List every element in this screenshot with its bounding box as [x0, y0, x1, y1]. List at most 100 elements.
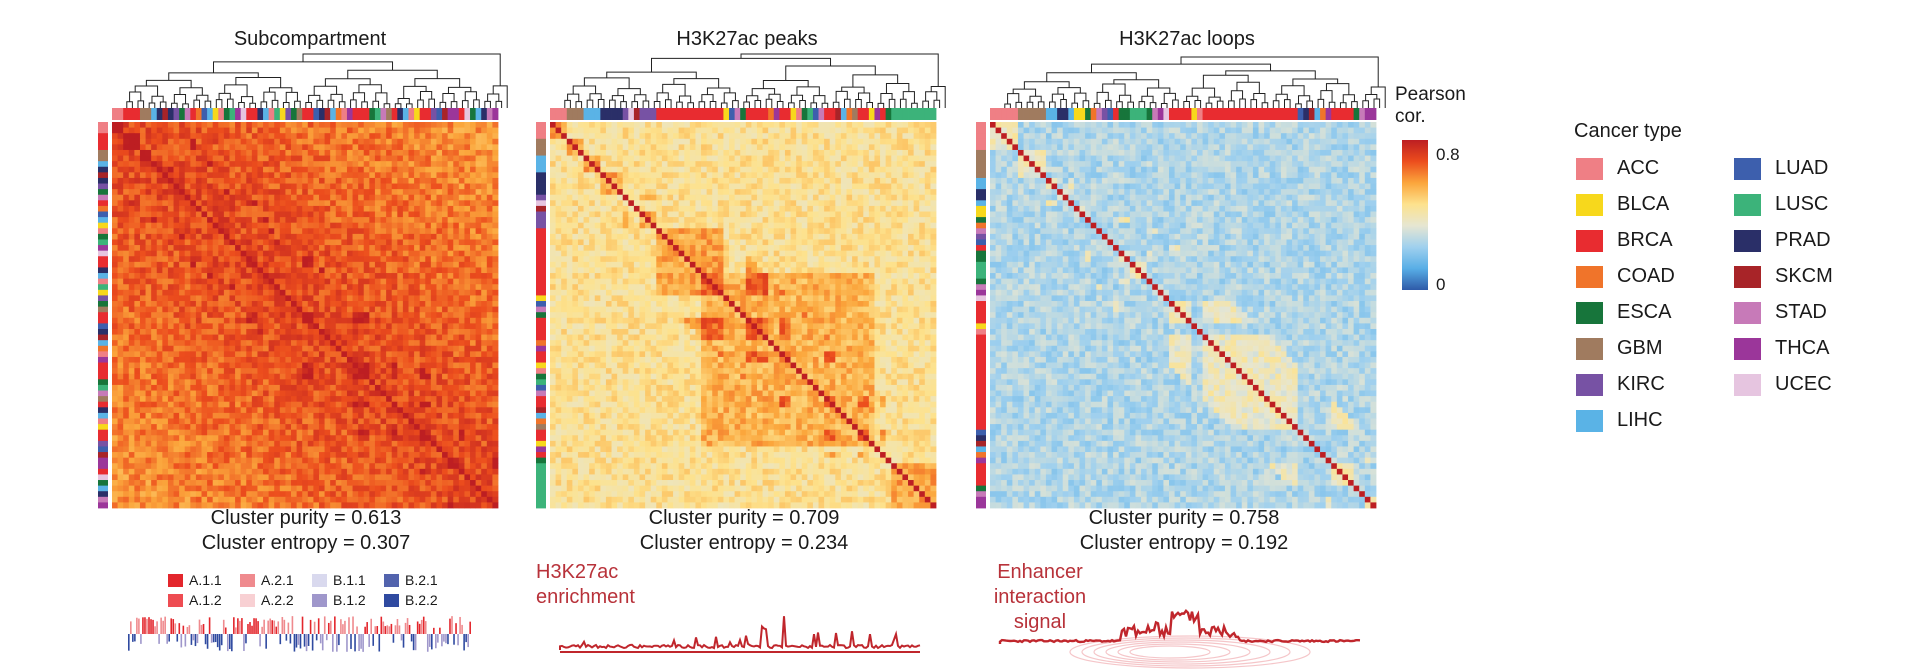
column-annotation-brca — [829, 108, 836, 120]
legend-swatch — [1576, 337, 1603, 360]
row-annotation-lihc — [98, 340, 108, 347]
column-annotation-lihc — [475, 108, 482, 120]
legend-swatch — [1734, 265, 1761, 288]
legend-item-stad: STAD — [1734, 301, 1827, 324]
row-annotation-acc — [536, 122, 546, 128]
row-annotation-gbm — [536, 149, 546, 156]
legend-item-esca: ESCA — [1576, 301, 1671, 324]
row-annotation-brca — [98, 401, 108, 408]
row-annotation-blca — [98, 424, 108, 431]
heatmap-cells — [112, 122, 499, 509]
row-annotation-gbm — [536, 144, 546, 151]
row-annotation-brca — [976, 351, 986, 358]
row-annotation-prad — [976, 189, 986, 196]
column-annotation-esca — [1146, 108, 1153, 120]
row-annotation-lusc — [98, 384, 108, 391]
row-annotation-skcm — [536, 407, 546, 414]
column-annotation-gbm — [145, 108, 152, 120]
heatmap-subcompartment — [98, 108, 499, 509]
subcompartment-label: A.1.1 — [189, 572, 222, 588]
row-annotation-lihc — [976, 446, 986, 453]
row-annotation-blca — [976, 323, 986, 330]
column-annotation-brca — [1174, 108, 1181, 120]
subcompartment-swatch — [312, 573, 327, 587]
column-annotation-thca — [1364, 108, 1371, 120]
row-annotation-luad — [98, 211, 108, 218]
column-annotation-skcm — [324, 108, 331, 120]
row-annotation-lihc — [98, 485, 108, 492]
row-annotation-lusc — [536, 463, 546, 470]
column-annotation-skcm — [442, 108, 449, 120]
row-annotation-prad — [98, 491, 108, 498]
row-annotation-brca — [536, 261, 546, 268]
column-annotation-prad — [397, 108, 404, 120]
row-annotation-thca — [976, 289, 986, 296]
column-annotation-brca — [1202, 108, 1209, 120]
column-annotation-prad — [617, 108, 624, 120]
row-annotation-lihc — [976, 200, 986, 207]
row-annotation-ucec — [98, 250, 108, 257]
row-annotation-brca — [976, 334, 986, 341]
column-annotation-brca — [1236, 108, 1243, 120]
column-annotation-prad — [611, 108, 618, 120]
cluster-entropy: Cluster entropy = 0.192 — [1079, 532, 1289, 554]
panel-title-h3k27ac-loops: H3K27ac loops — [1119, 28, 1255, 50]
column-annotation-brca — [863, 108, 870, 120]
row-annotation-brca — [976, 480, 986, 487]
row-annotation-brca — [98, 368, 108, 375]
row-annotation-esca — [536, 457, 546, 464]
row-annotation-brca — [976, 356, 986, 363]
subcompartment-swatch — [384, 573, 399, 587]
trace-label-h3k27ac-enrichment: H3K27ac enrichment — [536, 561, 635, 608]
column-annotation-brca — [1264, 108, 1271, 120]
row-annotation-luad — [98, 446, 108, 453]
row-annotation-prad — [98, 166, 108, 173]
row-annotation-acc — [536, 133, 546, 140]
row-annotation-lusc — [98, 284, 108, 291]
row-annotation-acc — [98, 127, 108, 134]
row-annotation-luad — [98, 323, 108, 330]
column-annotation-brca — [134, 108, 141, 120]
column-annotation-brca — [1230, 108, 1237, 120]
column-annotation-kirc — [430, 108, 437, 120]
subcompartment-label: A.1.2 — [189, 592, 222, 608]
column-annotation-lihc — [263, 108, 270, 120]
row-annotation-acc — [536, 368, 546, 375]
column-annotation-lusc — [919, 108, 926, 120]
row-annotation-gbm — [976, 155, 986, 162]
column-annotation-acc — [1006, 108, 1013, 120]
legend-swatch — [1576, 193, 1603, 216]
column-annotation-luad — [1107, 108, 1114, 120]
column-annotation-blca — [1079, 108, 1086, 120]
row-annotation-lihc — [536, 161, 546, 168]
row-annotation-brca — [976, 340, 986, 347]
row-annotation-brca — [536, 289, 546, 296]
subcompartment-swatch — [312, 593, 327, 607]
row-annotation-blca — [536, 295, 546, 302]
column-annotation-brca — [712, 108, 719, 120]
column-annotation-brca — [391, 108, 398, 120]
column-annotation-prad — [257, 108, 264, 120]
row-annotation-brca — [976, 412, 986, 419]
column-annotation-thca — [773, 108, 780, 120]
column-annotation-prad — [156, 108, 163, 120]
cluster-purity: Cluster purity = 0.613 — [210, 507, 402, 529]
column-annotation-ucec — [628, 108, 635, 120]
column-annotation-acc — [1001, 108, 1008, 120]
row-annotation-kirc — [536, 194, 546, 201]
column-annotation-lihc — [583, 108, 590, 120]
column-annotation-gbm — [1017, 108, 1024, 120]
legend-item-luad: LUAD — [1734, 157, 1828, 180]
column-annotation-gbm — [296, 108, 303, 120]
column-annotation-brca — [857, 108, 864, 120]
row-annotation-brca — [976, 362, 986, 369]
trace-label-enhancer-interaction: Enhancer interaction signal — [993, 561, 1087, 633]
row-annotation-brca — [98, 468, 108, 475]
column-annotation-kirc — [173, 108, 180, 120]
row-annotation-brca — [98, 200, 108, 207]
dendrogram-subcompartment — [126, 53, 508, 108]
column-annotation-brca — [302, 108, 309, 120]
row-annotation-esca — [976, 278, 986, 285]
column-annotation-stad — [184, 108, 191, 120]
row-annotation-stad — [536, 390, 546, 397]
